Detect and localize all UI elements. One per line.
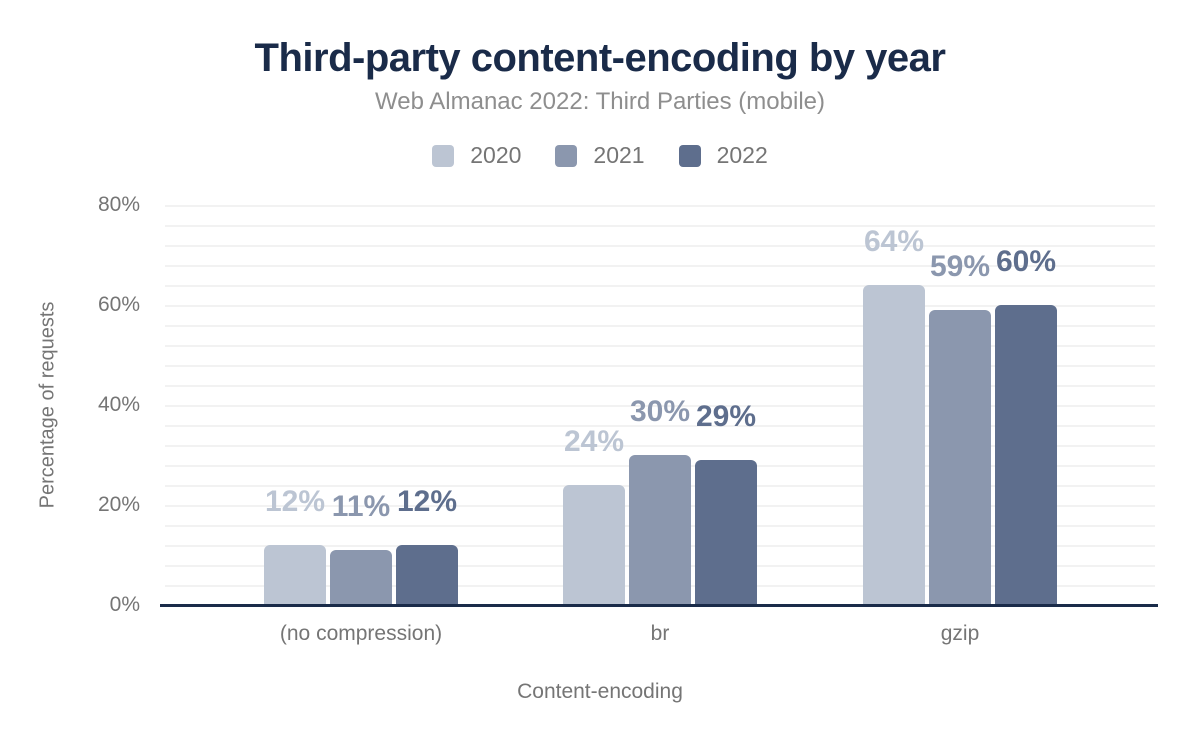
legend-item-2021: 2021 xyxy=(555,142,645,169)
x-axis-title: Content-encoding xyxy=(517,680,683,703)
legend-swatch-2020 xyxy=(432,144,455,167)
bar-2020-br xyxy=(563,485,625,605)
y-tick-label: 80% xyxy=(97,193,140,216)
bar-value-label: 60% xyxy=(995,245,1057,278)
gridline xyxy=(165,385,1155,387)
bar-value-label: 11% xyxy=(331,490,391,523)
bar-group-2: 24% 30% 29% xyxy=(563,397,757,605)
gridline xyxy=(165,445,1155,447)
bar-value-label: 30% xyxy=(629,395,691,428)
legend-item-2020: 2020 xyxy=(432,142,521,169)
bar-wrap: 24% xyxy=(563,427,625,605)
y-tick-label: 40% xyxy=(97,393,140,416)
bar-2021-(no compression) xyxy=(330,550,392,605)
legend-swatch-2022 xyxy=(678,144,701,167)
legend-label: 2022 xyxy=(716,142,768,168)
chart-subtitle: Web Almanac 2022: Third Parties (mobile) xyxy=(375,88,825,115)
bar-value-label: 29% xyxy=(695,400,757,433)
x-category-label: (no compression) xyxy=(279,622,443,645)
bar-value-label: 59% xyxy=(929,250,991,283)
y-tick-label: 0% xyxy=(109,593,140,616)
bar-value-label: 12% xyxy=(396,485,458,518)
gridline xyxy=(165,265,1155,267)
bar-2020-gzip xyxy=(863,285,925,605)
gridline xyxy=(165,365,1155,367)
gridline xyxy=(165,245,1155,247)
plot-area: 12% 11% 12% 24% 30% 29% 64% 59% 60% xyxy=(165,205,1155,605)
y-tick-label: 60% xyxy=(97,293,140,316)
bar-2022-(no compression) xyxy=(396,545,458,605)
gridline xyxy=(165,405,1155,407)
gridline xyxy=(165,225,1155,227)
gridline xyxy=(165,285,1155,287)
bar-wrap: 12% xyxy=(396,487,458,605)
x-category-label: gzip xyxy=(940,622,980,645)
bar-wrap: 59% xyxy=(929,252,991,605)
chart-title: Third-party content-encoding by year xyxy=(254,36,946,80)
bar-wrap: 60% xyxy=(995,247,1057,605)
legend-label: 2020 xyxy=(470,142,522,168)
x-axis-line xyxy=(160,604,1158,607)
bar-value-label: 24% xyxy=(563,425,625,458)
y-tick-label: 20% xyxy=(97,493,140,516)
bar-2021-br xyxy=(629,455,691,605)
bar-2022-gzip xyxy=(995,305,1057,605)
bar-wrap: 12% xyxy=(264,487,326,605)
gridline xyxy=(165,305,1155,307)
gridline xyxy=(165,205,1155,207)
legend-item-2022: 2022 xyxy=(678,142,768,169)
bar-wrap: 11% xyxy=(330,492,392,605)
legend-swatch-2021 xyxy=(555,144,578,167)
bar-group-1: 12% 11% 12% xyxy=(264,487,458,605)
legend: 2020 2021 2022 xyxy=(0,142,1200,169)
gridline xyxy=(165,425,1155,427)
gridline xyxy=(165,325,1155,327)
gridline xyxy=(165,345,1155,347)
bar-2021-gzip xyxy=(929,310,991,605)
x-category-label: br xyxy=(650,622,670,645)
bar-wrap: 30% xyxy=(629,397,691,605)
bar-wrap: 64% xyxy=(863,227,925,605)
bar-value-label: 12% xyxy=(264,485,326,518)
bar-2022-br xyxy=(695,460,757,605)
bar-group-3: 64% 59% 60% xyxy=(863,227,1057,605)
legend-label: 2021 xyxy=(593,142,645,168)
bar-value-label: 64% xyxy=(863,225,925,258)
bar-wrap: 29% xyxy=(695,402,757,605)
bar-2020-(no compression) xyxy=(264,545,326,605)
